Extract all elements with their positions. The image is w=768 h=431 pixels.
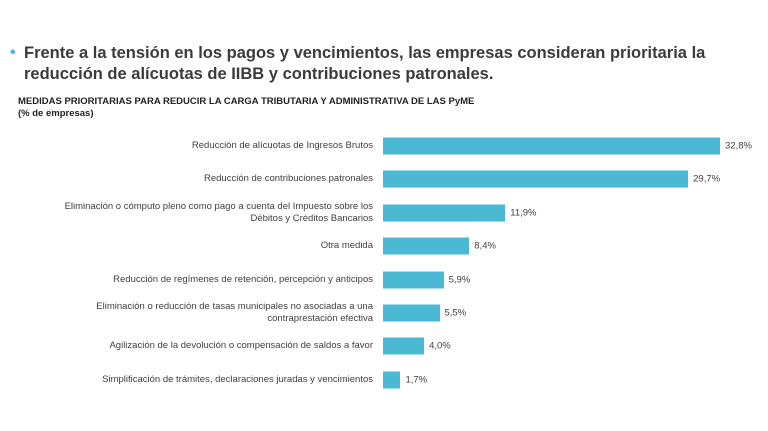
category-label: Eliminación o reducción de tasas municip… [96, 301, 373, 324]
slide-title: Frente a la tensión en los pagos y venci… [24, 44, 706, 83]
value-label: 32,8% [725, 140, 752, 152]
bar [383, 304, 440, 322]
chart-title: MEDIDAS PRIORITARIAS PARA REDUCIR LA CAR… [18, 96, 475, 107]
bullet: • [10, 44, 16, 61]
value-label: 8,4% [474, 240, 496, 252]
category-label: Reducción de contribuciones patronales [204, 173, 373, 185]
category-label: Otra medida [320, 240, 373, 252]
category-label: Simplificación de trámites, declaracione… [102, 373, 373, 385]
bar [383, 337, 425, 355]
category-label: Reducción de regímenes de retención, per… [113, 273, 373, 285]
value-label: 29,7% [693, 173, 721, 185]
bar [383, 170, 689, 188]
value-label: 1,7% [405, 374, 428, 386]
value-label: 5,5% [444, 307, 467, 319]
chart-subtitle: (% de empresas) [18, 108, 94, 119]
value-label: 5,9% [448, 274, 471, 286]
bar [383, 204, 506, 222]
bar [383, 271, 444, 289]
bar [383, 237, 470, 255]
category-label: Eliminación o cómputo pleno como pago a … [64, 200, 373, 224]
value-label: 11,9% [510, 207, 537, 219]
category-label: Agilización de la devolución o compensac… [109, 340, 373, 352]
value-label: 4,0% [429, 340, 451, 352]
bar [383, 137, 720, 155]
category-label: Reducción de alícuotas de Ingresos Bruto… [191, 140, 373, 151]
bar [383, 371, 401, 389]
